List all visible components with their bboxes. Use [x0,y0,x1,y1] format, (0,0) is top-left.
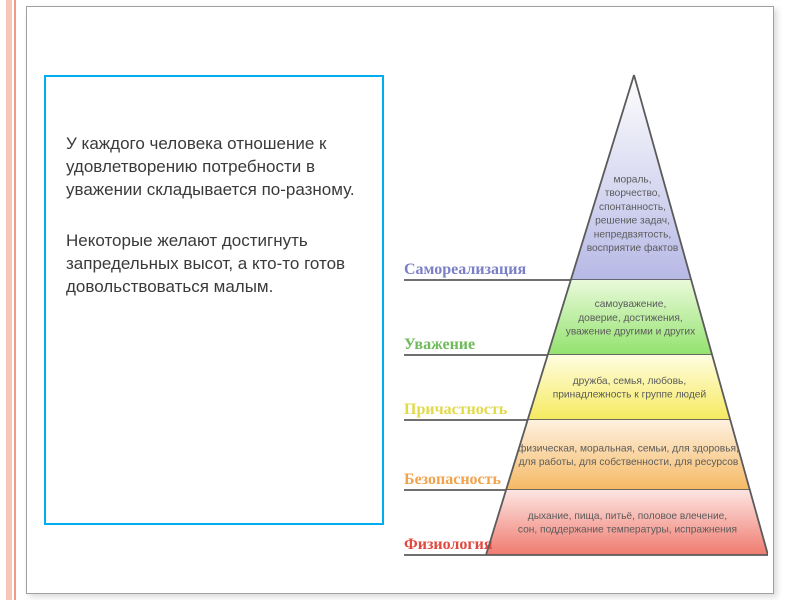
pyramid-body-selfactual: мораль, [613,174,651,185]
pyramid-body-selfactual: решение задач, [595,216,670,227]
pyramid-body-safety: для работы, для собственности, для ресур… [519,456,739,468]
paragraph-2: Некоторые желают достигнуть запредельных… [66,230,362,299]
pyramid-body-selfactual: восприятие фактов [587,242,679,254]
pyramid-body-esteem: доверие, достижения, [578,313,682,324]
pyramid-body-belonging: дружба, семья, любовь, [573,375,686,387]
pyramid-band-safety [506,420,750,490]
pyramid-label-selfactual: Самореализация [404,261,526,278]
pyramid-area: Самореализация мораль, творчество, спонтанн… [384,35,768,565]
pyramid-label-esteem: Уважение [404,336,475,353]
maslow-pyramid: Самореализация мораль, творчество, спонтанн… [398,55,768,565]
pyramid-body-safety: физическая, моральная, семьи, для здоров… [518,442,739,454]
pyramid-label-belonging: Причастность [404,401,508,418]
pyramid-body-selfactual: непредвзятость, [594,229,671,240]
pyramid-body-selfactual: спонтанность, [599,202,666,213]
pyramid-band-physio [486,490,768,555]
pyramid-body-esteem: самоуважение, [595,299,667,310]
content-row: У каждого человека отношение к удовлетво… [26,6,774,594]
pyramid-body-belonging: принадлежность к группе людей [553,390,706,401]
accent-line-left [14,0,16,600]
pyramid-band-belonging [528,355,731,420]
pyramid-body-physio: сон, поддержание температуры, испражнени… [518,525,737,536]
text-box: У каждого человека отношение к удовлетво… [44,75,384,525]
pyramid-body-physio: дыхание, пища, питьё, половое влечение, [528,511,727,522]
pyramid-body-selfactual: творчество, [605,188,661,199]
pyramid-body-esteem: уважение другими и других [566,327,695,338]
accent-bar-left [6,0,12,600]
pyramid-label-safety: Безопасность [404,471,502,488]
paragraph-1: У каждого человека отношение к удовлетво… [66,133,362,202]
pyramid-label-physio: Физиология [404,536,493,553]
